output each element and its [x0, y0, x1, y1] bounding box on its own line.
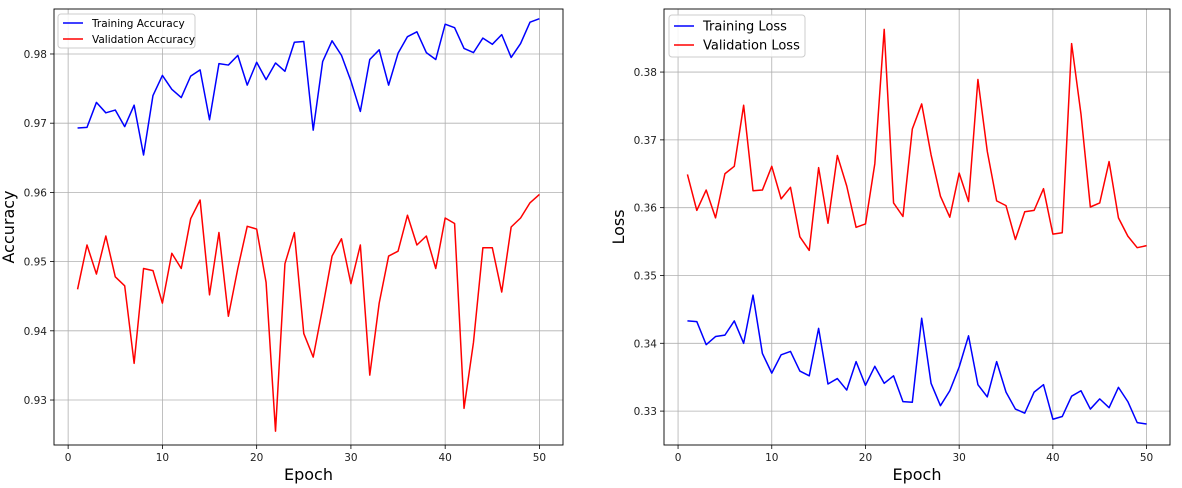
accuracy-series-validation-accuracy — [76, 193, 540, 432]
accuracy-legend-label: Training Accuracy — [91, 18, 185, 30]
loss-chart: 0 10 20 30 40 50 0.33 0.34 0.35 0.36 0.37 0.38 Epoch… — [609, 8, 1171, 484]
loss-series-training-loss — [687, 294, 1147, 425]
accuracy-legend: Training Accuracy Validation Accuracy — [57, 13, 196, 49]
loss-xtick-label: 50 — [1140, 452, 1153, 464]
accuracy-ytick-label: 0.96 — [24, 187, 48, 199]
accuracy-plot-frame — [53, 8, 564, 446]
loss-ytick-label: 0.34 — [634, 338, 658, 350]
loss-xtick-label: 0 — [675, 452, 682, 464]
loss-plot-frame — [663, 8, 1171, 446]
loss-xtick-label: 40 — [1046, 452, 1059, 464]
accuracy-ytick-label: 0.97 — [24, 118, 47, 130]
accuracy-y-axis-label: Accuracy — [0, 190, 18, 263]
accuracy-ytick-label: 0.95 — [24, 257, 47, 269]
loss-y-axis-label: Loss — [609, 209, 628, 244]
loss-legend: Training Loss Validation Loss — [668, 14, 806, 58]
accuracy-legend-box — [57, 13, 196, 49]
loss-xtick-label: 30 — [952, 452, 965, 464]
loss-xtick-label: 10 — [765, 452, 778, 464]
accuracy-x-axis-label: Epoch — [284, 465, 333, 484]
loss-legend-box — [668, 14, 806, 58]
loss-legend-label: Training Loss — [702, 20, 787, 35]
loss-ytick-label: 0.35 — [634, 270, 657, 282]
accuracy-grid — [54, 9, 563, 445]
accuracy-ytick-label: 0.98 — [24, 49, 47, 61]
loss-ytick-label: 0.37 — [634, 135, 657, 147]
loss-ytick-label: 0.33 — [634, 406, 657, 418]
accuracy-xtick-label: 20 — [250, 452, 263, 464]
accuracy-xtick-label: 30 — [344, 452, 357, 464]
accuracy-xtick-label: 50 — [533, 452, 546, 464]
accuracy-series-training-accuracy — [77, 17, 540, 156]
accuracy-ytick-label: 0.94 — [24, 326, 48, 338]
accuracy-xtick-label: 0 — [65, 452, 72, 464]
loss-ytick-label: 0.36 — [634, 203, 658, 215]
loss-series-validation-loss — [686, 28, 1147, 252]
accuracy-xtick-label: 40 — [438, 452, 451, 464]
accuracy-chart: 0 10 20 30 40 50 0.93 0.94 0.95 0.96 0.97 0.98 Epoch… — [0, 8, 564, 484]
loss-xtick-label: 20 — [859, 452, 872, 464]
loss-ytick-label: 0.38 — [634, 67, 657, 79]
loss-legend-label: Validation Loss — [703, 39, 800, 54]
accuracy-legend-label: Validation Accuracy — [92, 34, 195, 46]
accuracy-ytick-label: 0.93 — [24, 395, 47, 407]
accuracy-xtick-label: 10 — [156, 452, 169, 464]
loss-x-axis-label: Epoch — [893, 465, 942, 484]
